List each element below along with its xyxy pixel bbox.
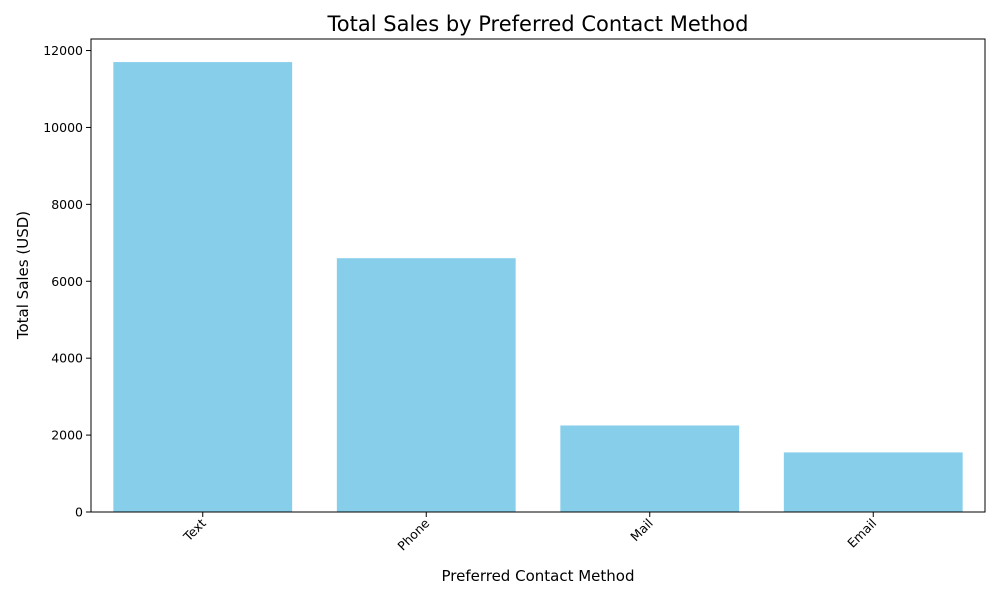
y-axis-label: Total Sales (USD) <box>14 211 32 340</box>
y-tick-label: 0 <box>75 505 83 520</box>
y-axis: 0 2000 4000 6000 8000 10000 12000 <box>43 43 91 520</box>
y-tick-label: 2000 <box>51 428 83 443</box>
y-tick-label: 8000 <box>51 197 83 212</box>
bar-phone <box>336 258 516 512</box>
bar-text <box>113 62 293 512</box>
x-tick-label: Phone <box>394 515 432 553</box>
x-tick-label: Email <box>844 516 879 551</box>
x-axis: Text Phone Mail Email <box>180 512 879 554</box>
x-tick-label: Mail <box>627 516 656 545</box>
plot-frame <box>90 38 986 513</box>
y-tick-label: 12000 <box>43 43 83 58</box>
y-tick-label: 6000 <box>51 274 83 289</box>
chart-title: Total Sales by Preferred Contact Method <box>327 12 749 36</box>
bar-mail <box>560 425 740 512</box>
y-tick-label: 4000 <box>51 351 83 366</box>
plot-area <box>113 62 963 512</box>
bar-email <box>783 452 963 512</box>
x-tick-label: Text <box>180 515 209 544</box>
x-axis-label: Preferred Contact Method <box>441 567 634 585</box>
y-tick-label: 10000 <box>43 120 83 135</box>
